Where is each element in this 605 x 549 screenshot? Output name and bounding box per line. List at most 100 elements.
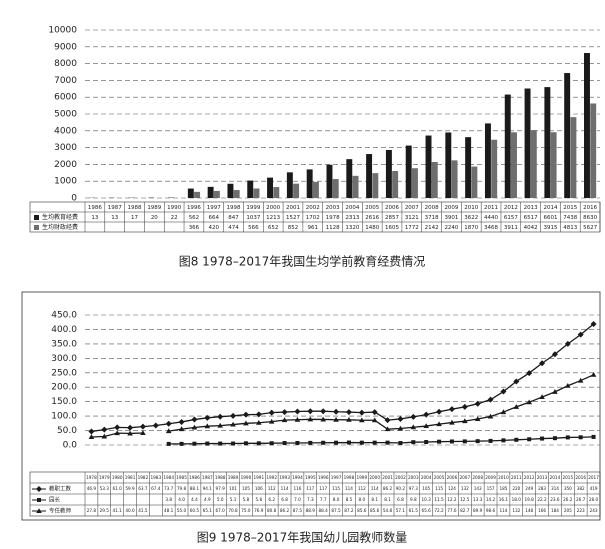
- data-label: 3718: [425, 215, 439, 221]
- data-label: 114: [371, 486, 379, 491]
- data-label: 185: [499, 486, 507, 491]
- data-label: 22: [171, 215, 178, 221]
- legend-swatch: [34, 215, 39, 220]
- data-label: 7438: [563, 215, 577, 221]
- x-tick-label: 2000: [266, 205, 280, 211]
- marker: [513, 378, 520, 385]
- legend-label: 园长: [49, 496, 61, 504]
- data-label: 166: [538, 508, 546, 513]
- data-label: 85.6: [370, 508, 380, 513]
- data-label: 8.0: [358, 497, 365, 502]
- data-label: 3915: [543, 225, 557, 231]
- data-label: 60.5: [190, 508, 200, 513]
- data-label: 5.8: [255, 497, 262, 502]
- marker: [165, 428, 172, 434]
- data-label: 61.5: [409, 508, 419, 513]
- bar: [445, 132, 452, 198]
- x-tick-label: 1986: [189, 475, 200, 480]
- data-label: 73.7: [164, 486, 174, 491]
- x-tick-label: 2007: [405, 205, 419, 211]
- data-label: 41.1: [113, 508, 123, 513]
- marker: [500, 409, 507, 415]
- x-tick-label: 1987: [202, 475, 213, 480]
- x-tick-label: 2006: [385, 205, 399, 211]
- x-tick-label: 2003: [408, 475, 419, 480]
- marker: [230, 412, 237, 419]
- marker: [321, 440, 326, 445]
- x-tick-label: 1981: [125, 475, 136, 480]
- data-label: 97.9: [216, 486, 226, 491]
- x-tick-label: 2012: [504, 205, 518, 211]
- data-label: 3901: [444, 215, 458, 221]
- marker: [114, 430, 120, 436]
- marker: [333, 416, 339, 422]
- marker: [346, 440, 351, 445]
- bar: [227, 183, 234, 198]
- data-label: 57.1: [396, 508, 406, 513]
- data-label: 65.6: [422, 508, 432, 513]
- data-label: 2616: [365, 215, 379, 221]
- bar: [471, 166, 478, 198]
- bar: [312, 181, 319, 198]
- x-tick-label: 2006: [447, 475, 458, 480]
- data-label: 85.6: [357, 508, 367, 513]
- x-tick-label: 1998: [227, 205, 241, 211]
- y-tick-label: 6000: [54, 93, 77, 103]
- bar: [524, 88, 531, 198]
- data-label: 3622: [464, 215, 478, 221]
- y-tick-label: 350.0: [51, 339, 77, 349]
- marker: [397, 415, 404, 422]
- data-label: 474: [228, 225, 239, 231]
- data-label: 106: [255, 486, 263, 491]
- marker: [540, 436, 545, 441]
- marker: [243, 441, 248, 446]
- x-tick-label: 2007: [459, 475, 470, 480]
- bar: [332, 179, 339, 198]
- data-label: 13: [91, 215, 98, 221]
- bar: [484, 123, 491, 198]
- data-label: 117: [319, 486, 327, 491]
- x-tick-label: 1978: [86, 475, 97, 480]
- data-label: 40.0: [125, 508, 135, 513]
- marker: [590, 372, 597, 377]
- y-tick-label: 400.0: [51, 325, 77, 335]
- legend-marker: [37, 498, 41, 502]
- x-tick-label: 1996: [187, 205, 201, 211]
- data-label: 22.2: [537, 497, 547, 502]
- marker: [165, 420, 172, 427]
- x-tick-label: 2001: [286, 205, 300, 211]
- marker: [345, 409, 352, 416]
- data-label: 46.9: [87, 486, 97, 491]
- bar: [286, 172, 293, 198]
- data-label: 7.0: [294, 497, 301, 502]
- data-label: 420: [209, 225, 220, 231]
- x-tick-label: 2002: [306, 205, 320, 211]
- data-label: 1978: [326, 215, 340, 221]
- data-label: 19.8: [525, 497, 535, 502]
- y-tick-label: 7000: [54, 76, 77, 86]
- x-tick-label: 1989: [228, 475, 239, 480]
- data-label: 6.8: [397, 497, 404, 502]
- x-tick-label: 1983: [150, 475, 161, 480]
- line: [168, 436, 594, 445]
- data-label: 7.3: [307, 497, 314, 502]
- data-label: 112: [358, 486, 366, 491]
- line: [91, 374, 594, 438]
- data-label: 664: [209, 215, 220, 221]
- data-label: 27.8: [87, 508, 97, 513]
- marker: [475, 439, 480, 444]
- x-tick-label: 2008: [472, 475, 483, 480]
- x-tick-label: 2005: [365, 205, 379, 211]
- x-tick-label: 2017: [588, 475, 599, 480]
- y-tick-label: 1000: [54, 177, 77, 187]
- y-tick-label: 200.0: [51, 383, 77, 393]
- x-tick-label: 1991: [253, 475, 264, 480]
- y-tick-label: 3000: [54, 143, 77, 153]
- data-label: 63.7: [138, 486, 148, 491]
- bar: [530, 130, 537, 198]
- data-label: 59.9: [125, 486, 135, 491]
- bar: [213, 190, 220, 198]
- marker: [371, 409, 378, 416]
- data-label: 117: [306, 486, 314, 491]
